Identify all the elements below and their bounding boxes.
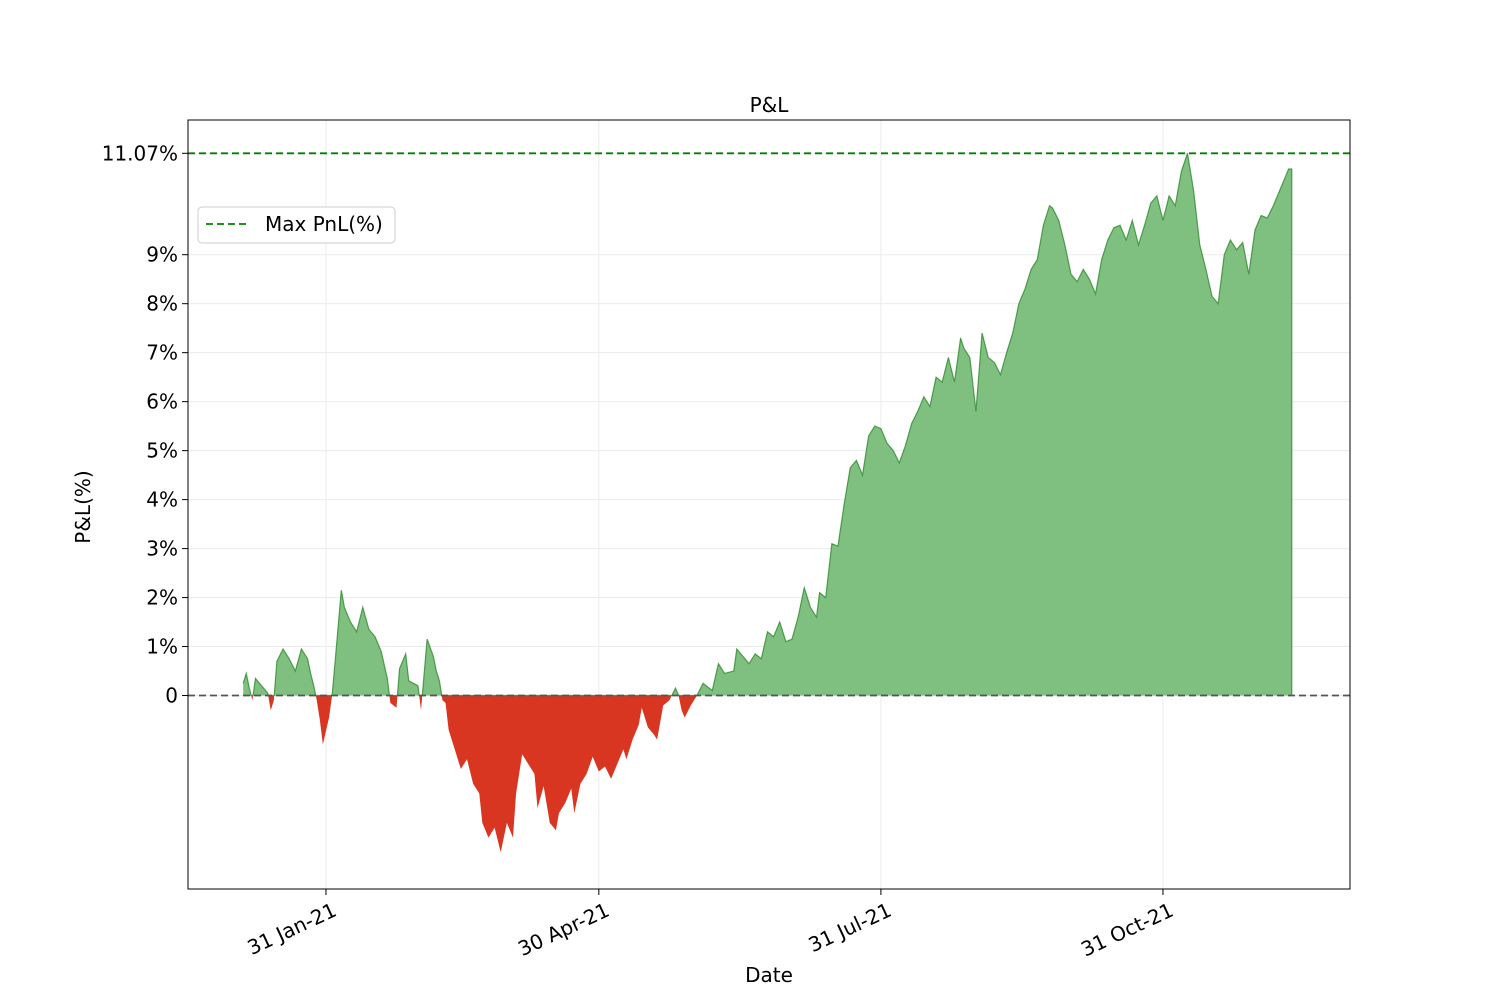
y-tick-label: 4% (146, 488, 178, 512)
plot-frame (187, 119, 1351, 890)
x-axis-title: Date (745, 963, 793, 987)
y-tick-label: 6% (146, 390, 178, 414)
legend: Max PnL(%) (197, 206, 396, 244)
y-tick-label: 5% (146, 439, 178, 463)
loss-area (243, 695, 1292, 853)
y-tick-label: 2% (146, 586, 178, 610)
x-tick-label: 31 Jan-21 (244, 898, 341, 960)
y-axis-title: P&L(%) (71, 470, 95, 543)
y-tick-label: 11.07% (102, 141, 178, 165)
pnl-area (242, 153, 1293, 853)
y-tick-label: 7% (146, 341, 178, 365)
x-tick-label: 30 Apr-21 (514, 898, 613, 961)
y-tick-label: 9% (146, 243, 178, 267)
y-tick-label: 3% (146, 537, 178, 561)
y-axis: 11.07% 9% 8% 7% 6% 5% 4% 3% 2% 1% 0 (102, 141, 188, 708)
chart-title: P&L (750, 93, 790, 117)
y-tick-label: 1% (146, 635, 178, 659)
legend-label: Max PnL(%) (265, 212, 383, 236)
profit-edge (242, 153, 1293, 697)
x-axis: 31 Jan-21 30 Apr-21 31 Jul-21 31 Oct-21 (244, 889, 1177, 962)
y-tick-label: 8% (146, 292, 178, 316)
y-tick-label: 0 (165, 684, 178, 708)
x-tick-label: 31 Oct-21 (1077, 898, 1177, 962)
legend-box (197, 206, 396, 244)
x-tick-label: 31 Jul-21 (805, 898, 895, 957)
profit-area (243, 153, 1292, 696)
